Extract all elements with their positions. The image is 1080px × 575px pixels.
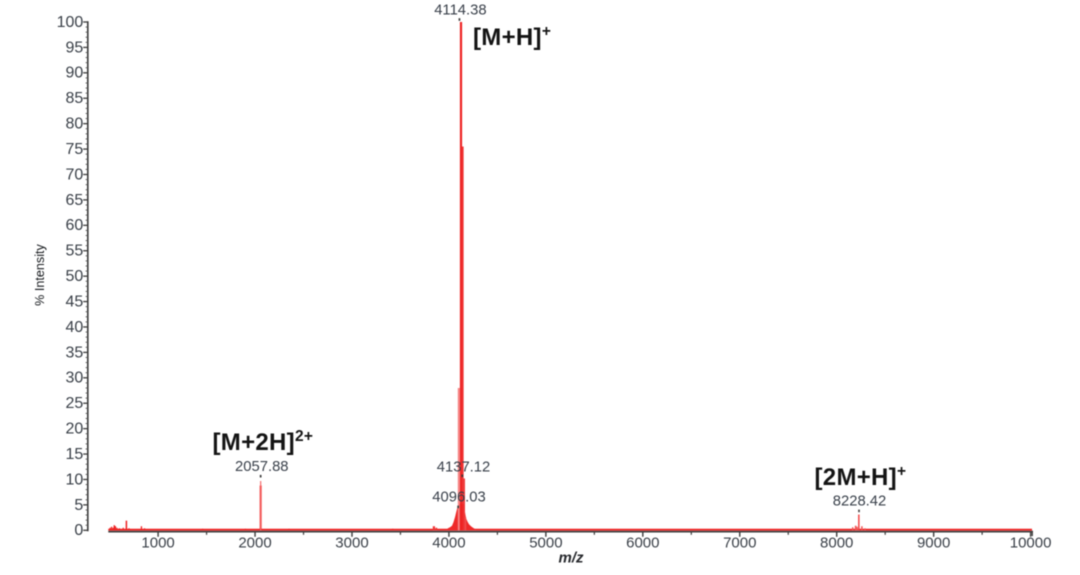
- svg-text:65: 65: [66, 192, 84, 209]
- svg-text:m/z: m/z: [558, 550, 584, 567]
- svg-text:1000: 1000: [141, 535, 174, 552]
- svg-text:100: 100: [57, 14, 84, 31]
- svg-text:5000: 5000: [529, 535, 562, 552]
- svg-text:30: 30: [66, 370, 84, 387]
- svg-text:% Intensity: % Intensity: [33, 244, 47, 306]
- svg-text:50: 50: [66, 268, 84, 285]
- svg-text:80: 80: [66, 116, 84, 133]
- svg-text:4000: 4000: [432, 535, 465, 552]
- svg-text:70: 70: [66, 166, 84, 183]
- svg-text:40: 40: [66, 319, 84, 336]
- svg-text:10: 10: [66, 471, 84, 488]
- svg-text:[M+H]+: [M+H]+: [473, 23, 551, 51]
- svg-text:2000: 2000: [238, 535, 271, 552]
- svg-text:2057.88: 2057.88: [235, 459, 289, 475]
- svg-text:6000: 6000: [626, 535, 659, 552]
- svg-text:85: 85: [66, 90, 84, 107]
- svg-text:60: 60: [66, 217, 84, 234]
- svg-text:3000: 3000: [335, 535, 368, 552]
- svg-text:[M+2H]2+: [M+2H]2+: [213, 428, 314, 456]
- svg-text:35: 35: [66, 344, 84, 361]
- svg-text:4096.03: 4096.03: [432, 490, 486, 506]
- svg-text:7000: 7000: [723, 535, 756, 552]
- svg-text:10000: 10000: [1010, 535, 1052, 552]
- svg-text:8000: 8000: [820, 535, 853, 552]
- svg-text:4137.12: 4137.12: [437, 460, 491, 476]
- svg-text:[2M+H]+: [2M+H]+: [815, 463, 907, 491]
- svg-text:75: 75: [66, 141, 84, 158]
- svg-text:5: 5: [74, 497, 83, 514]
- svg-text:15: 15: [66, 446, 84, 463]
- svg-text:0: 0: [74, 522, 83, 539]
- svg-text:20: 20: [66, 421, 84, 438]
- svg-text:90: 90: [66, 65, 84, 82]
- svg-text:95: 95: [66, 39, 84, 56]
- svg-text:25: 25: [66, 395, 84, 412]
- svg-text:8228.42: 8228.42: [833, 494, 887, 510]
- svg-text:45: 45: [66, 293, 84, 310]
- svg-text:55: 55: [66, 243, 84, 260]
- svg-text:9000: 9000: [917, 535, 950, 552]
- svg-text:4114.38: 4114.38: [434, 3, 486, 19]
